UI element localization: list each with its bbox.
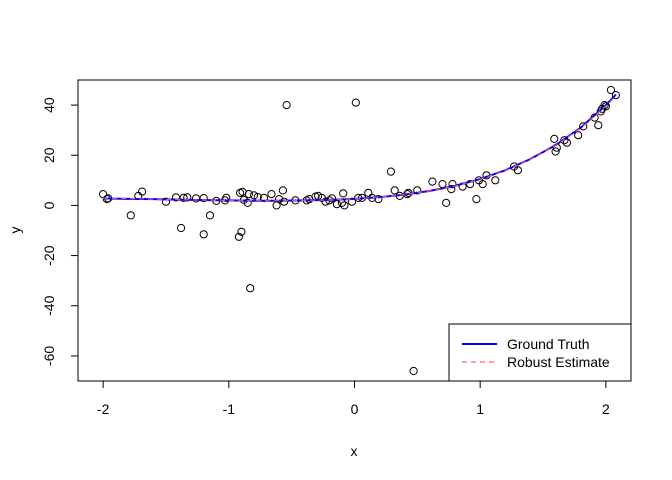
data-point <box>340 201 349 210</box>
data-point <box>249 191 259 200</box>
legend-label-ground-truth: Ground Truth <box>507 336 590 352</box>
data-point <box>246 284 255 293</box>
data-point <box>606 85 616 95</box>
data-point <box>199 194 208 203</box>
data-point <box>267 190 276 199</box>
data-point <box>237 227 246 236</box>
x-tick-label: -2 <box>97 401 110 417</box>
series-line-ground-truth <box>103 93 617 202</box>
x-tick-label: 2 <box>602 401 610 417</box>
data-point <box>364 188 373 197</box>
data-point <box>199 230 208 239</box>
x-tick-label: -1 <box>223 401 236 417</box>
data-point <box>161 197 171 206</box>
x-tick-label: 1 <box>476 401 484 417</box>
data-point <box>594 121 603 130</box>
data-point <box>478 180 487 189</box>
data-point <box>243 198 252 207</box>
data-point <box>332 200 341 209</box>
data-point <box>222 193 231 202</box>
data-point <box>438 180 447 189</box>
x-axis: -2 -1 0 1 2 <box>97 380 610 417</box>
data-point <box>390 186 399 195</box>
data-point <box>351 98 360 107</box>
data-point <box>374 195 383 204</box>
y-axis: -60 -40 -20 0 20 40 <box>41 97 79 366</box>
legend-box <box>448 323 632 382</box>
data-point <box>551 147 560 156</box>
data-point <box>579 122 588 131</box>
data-point <box>278 186 287 195</box>
legend-label-robust-estimate: Robust Estimate <box>507 354 610 370</box>
data-point <box>550 134 559 143</box>
legend: Ground Truth Robust Estimate <box>448 323 632 382</box>
data-point <box>448 180 457 189</box>
data-point <box>428 177 437 186</box>
data-point <box>126 211 135 220</box>
data-point <box>386 167 395 176</box>
series-line-robust-estimate <box>103 95 617 202</box>
data-point <box>179 193 188 202</box>
y-tick-label: 20 <box>41 147 57 163</box>
x-axis-title: x <box>351 443 358 459</box>
data-point <box>601 102 611 111</box>
data-point <box>447 185 456 194</box>
data-point <box>600 101 609 110</box>
data-point <box>234 232 243 241</box>
data-point <box>275 195 284 204</box>
data-point <box>282 101 291 110</box>
y-axis-title: y <box>7 227 23 234</box>
data-point <box>138 187 147 196</box>
y-tick-label: 0 <box>41 201 57 209</box>
data-point <box>574 131 583 140</box>
y-tick-label: -60 <box>41 346 57 366</box>
data-point <box>205 211 215 220</box>
y-tick-label: 40 <box>41 97 57 113</box>
data-point <box>321 197 330 206</box>
points-layer <box>99 85 621 376</box>
lines-layer <box>103 93 617 202</box>
data-point <box>472 195 481 204</box>
data-point <box>413 186 422 195</box>
data-point <box>409 366 418 376</box>
x-tick-label: 0 <box>351 401 359 417</box>
y-tick-label: -40 <box>41 295 57 315</box>
y-tick-label: -20 <box>41 245 57 265</box>
data-point <box>442 198 451 207</box>
data-point <box>339 189 348 198</box>
data-point <box>560 136 569 145</box>
data-point <box>491 176 500 185</box>
data-point <box>327 194 336 203</box>
data-point <box>177 223 186 233</box>
data-point <box>562 138 572 147</box>
data-point <box>280 197 289 206</box>
data-point <box>513 166 523 175</box>
data-point <box>466 180 475 189</box>
data-point <box>183 193 192 202</box>
data-point <box>611 91 621 100</box>
data-point <box>244 190 253 199</box>
